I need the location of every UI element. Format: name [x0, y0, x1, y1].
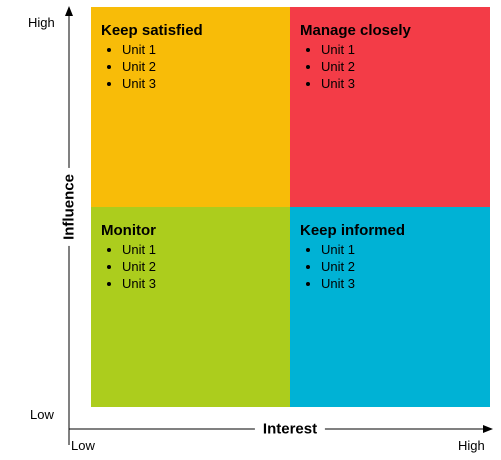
quadrant-list: Unit 1 Unit 2 Unit 3 [101, 241, 280, 292]
quadrant-keep-informed: Keep informed Unit 1 Unit 2 Unit 3 [290, 207, 490, 407]
x-axis-low-label: Low [71, 438, 95, 453]
quadrant-title: Keep informed [300, 222, 406, 239]
quadrant-list: Unit 1 Unit 2 Unit 3 [300, 241, 480, 292]
list-item: Unit 2 [321, 258, 480, 275]
quadrant-monitor: Monitor Unit 1 Unit 2 Unit 3 [91, 207, 290, 407]
quadrant-title: Monitor [101, 222, 156, 239]
x-axis-high-label: High [458, 438, 485, 453]
y-axis-high-label: High [28, 15, 55, 30]
list-item: Unit 3 [122, 275, 280, 292]
y-axis-low-label: Low [30, 407, 54, 422]
list-item: Unit 1 [321, 241, 480, 258]
quadrant-list: Unit 1 Unit 2 Unit 3 [101, 41, 280, 92]
list-item: Unit 1 [321, 41, 480, 58]
quadrant-title: Manage closely [300, 22, 411, 39]
y-axis-title: Influence [60, 168, 78, 246]
list-item: Unit 3 [321, 275, 480, 292]
list-item: Unit 2 [122, 258, 280, 275]
list-item: Unit 1 [122, 241, 280, 258]
quadrant-manage-closely: Manage closely Unit 1 Unit 2 Unit 3 [290, 7, 490, 207]
list-item: Unit 3 [122, 75, 280, 92]
list-item: Unit 2 [122, 58, 280, 75]
list-item: Unit 2 [321, 58, 480, 75]
quadrant-keep-satisfied: Keep satisfied Unit 1 Unit 2 Unit 3 [91, 7, 290, 207]
list-item: Unit 3 [321, 75, 480, 92]
list-item: Unit 1 [122, 41, 280, 58]
quadrant-title: Keep satisfied [101, 22, 203, 39]
y-axis-arrowhead [65, 6, 73, 16]
quadrant-list: Unit 1 Unit 2 Unit 3 [300, 41, 480, 92]
x-axis-arrowhead [483, 425, 493, 433]
x-axis-title: Interest [254, 420, 326, 438]
